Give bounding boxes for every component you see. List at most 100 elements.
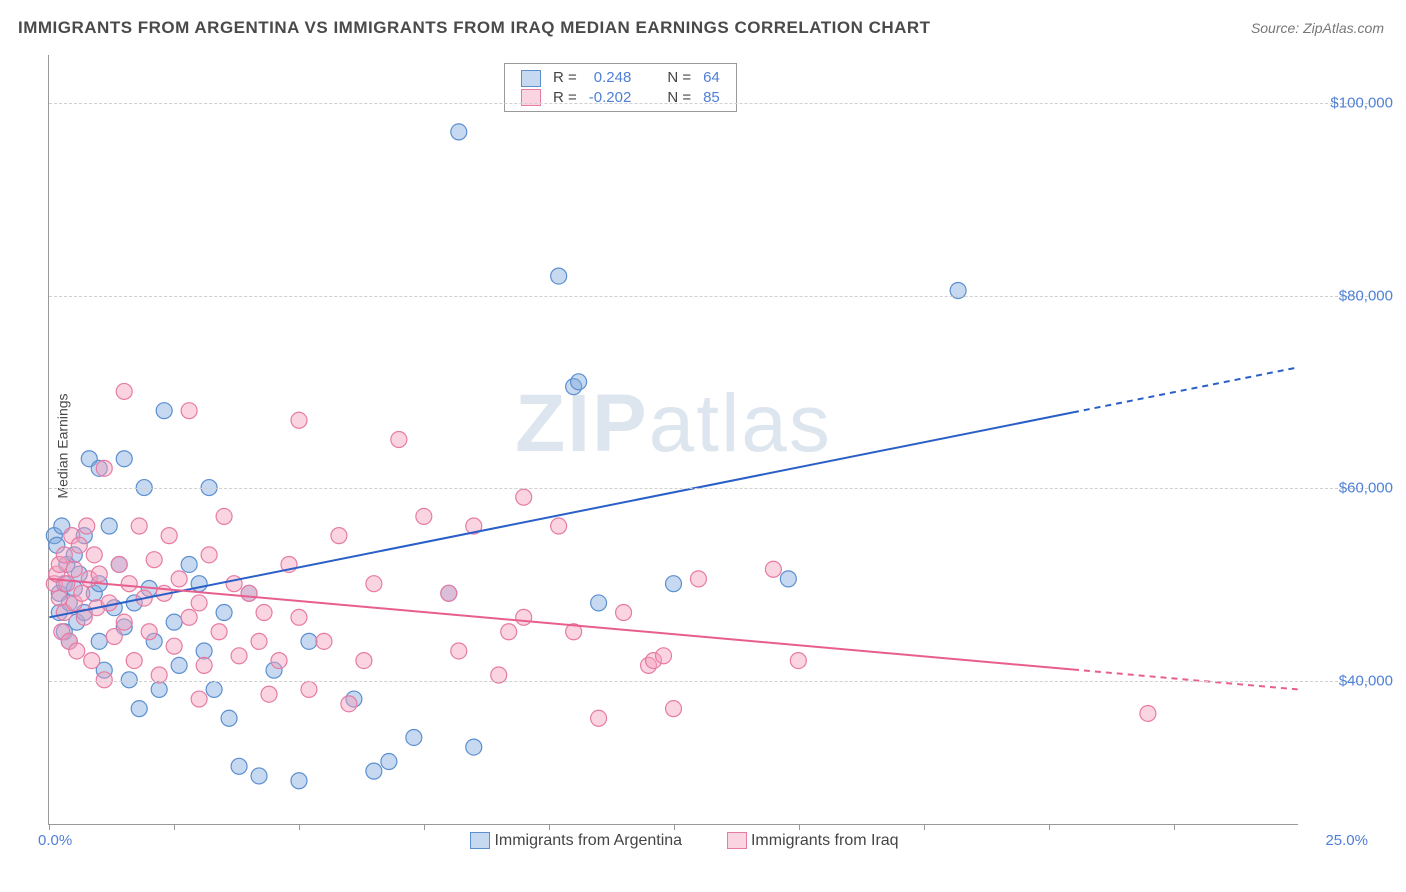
- data-point: [1140, 705, 1156, 721]
- plot-area: ZIPatlas R = 0.248 N = 64 R = -0.202: [48, 55, 1298, 825]
- data-point: [291, 412, 307, 428]
- data-point: [101, 595, 117, 611]
- data-point: [69, 643, 85, 659]
- data-point: [331, 528, 347, 544]
- data-point: [206, 681, 222, 697]
- chart-container: IMMIGRANTS FROM ARGENTINA VS IMMIGRANTS …: [0, 0, 1406, 892]
- data-point: [126, 653, 142, 669]
- data-point: [516, 489, 532, 505]
- data-point: [71, 537, 87, 553]
- data-point: [171, 657, 187, 673]
- data-point: [161, 528, 177, 544]
- data-point: [91, 566, 107, 582]
- data-point: [66, 561, 82, 577]
- data-point: [765, 561, 781, 577]
- x-min-label: 0.0%: [38, 832, 72, 849]
- data-point: [291, 609, 307, 625]
- data-point: [51, 590, 67, 606]
- data-point: [666, 701, 682, 717]
- data-point: [166, 614, 182, 630]
- trend-line-extrapolated: [1073, 367, 1298, 412]
- trend-line-extrapolated: [1073, 670, 1298, 690]
- source-attribution: Source: ZipAtlas.com: [1251, 20, 1384, 36]
- data-point: [391, 432, 407, 448]
- data-point: [166, 638, 182, 654]
- data-point: [416, 508, 432, 524]
- data-point: [211, 624, 227, 640]
- data-point: [221, 710, 237, 726]
- data-point: [251, 633, 267, 649]
- data-point: [341, 696, 357, 712]
- data-point: [241, 585, 257, 601]
- data-point: [291, 773, 307, 789]
- data-point: [356, 653, 372, 669]
- data-point: [196, 657, 212, 673]
- data-point: [616, 605, 632, 621]
- data-point: [96, 460, 112, 476]
- data-point: [451, 643, 467, 659]
- source-label: Source:: [1251, 20, 1303, 36]
- data-point: [256, 605, 272, 621]
- data-point: [191, 595, 207, 611]
- legend-item-argentina: Immigrants from Argentina: [470, 832, 682, 850]
- swatch-iraq-icon: [727, 832, 747, 849]
- data-point: [181, 609, 197, 625]
- swatch-argentina-icon: [470, 832, 490, 849]
- data-point: [79, 518, 95, 534]
- series-name-iraq: Immigrants from Iraq: [751, 832, 899, 849]
- data-point: [466, 739, 482, 755]
- n-label: N =: [661, 88, 697, 108]
- y-tick-label: $60,000: [1313, 480, 1393, 497]
- data-point: [121, 576, 137, 592]
- correlation-legend: R = 0.248 N = 64 R = -0.202 N = 85: [504, 63, 737, 112]
- source-link[interactable]: ZipAtlas.com: [1303, 20, 1384, 36]
- data-point: [780, 571, 796, 587]
- y-tick-label: $80,000: [1313, 287, 1393, 304]
- n-value-iraq: 85: [697, 88, 726, 108]
- legend-row-argentina: R = 0.248 N = 64: [515, 68, 726, 88]
- r-label: R =: [547, 88, 583, 108]
- data-point: [251, 768, 267, 784]
- data-point: [366, 763, 382, 779]
- y-tick-label: $40,000: [1313, 672, 1393, 689]
- swatch-argentina: [521, 70, 541, 87]
- legend-item-iraq: Immigrants from Iraq: [727, 832, 899, 850]
- data-point: [261, 686, 277, 702]
- data-point: [146, 552, 162, 568]
- data-point: [301, 681, 317, 697]
- data-point: [111, 556, 127, 572]
- data-point: [301, 633, 317, 649]
- data-point: [551, 518, 567, 534]
- data-point: [516, 609, 532, 625]
- data-point: [116, 451, 132, 467]
- data-point: [441, 585, 457, 601]
- series-name-argentina: Immigrants from Argentina: [494, 832, 682, 849]
- x-max-label: 25.0%: [1325, 832, 1368, 849]
- data-point: [666, 576, 682, 592]
- data-point: [131, 518, 147, 534]
- data-point: [181, 556, 197, 572]
- data-point: [790, 653, 806, 669]
- r-value-iraq: -0.202: [583, 88, 638, 108]
- data-point: [551, 268, 567, 284]
- data-point: [74, 585, 90, 601]
- chart-svg: [49, 55, 1298, 824]
- data-point: [191, 691, 207, 707]
- data-point: [156, 403, 172, 419]
- data-point: [84, 653, 100, 669]
- data-point: [591, 595, 607, 611]
- data-point: [101, 518, 117, 534]
- r-label: R =: [547, 68, 583, 88]
- data-point: [116, 614, 132, 630]
- data-point: [106, 629, 122, 645]
- r-value-argentina: 0.248: [583, 68, 638, 88]
- data-point: [56, 547, 72, 563]
- data-point: [86, 547, 102, 563]
- data-point: [451, 124, 467, 140]
- data-point: [226, 576, 242, 592]
- data-point: [231, 648, 247, 664]
- data-point: [59, 576, 75, 592]
- trend-line: [49, 412, 1073, 617]
- data-point: [591, 710, 607, 726]
- data-point: [131, 701, 147, 717]
